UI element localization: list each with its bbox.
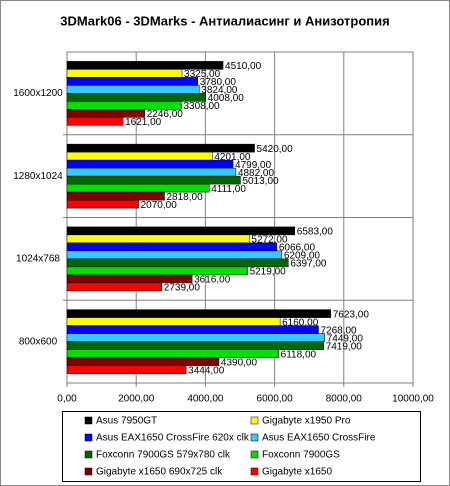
legend <box>62 411 421 482</box>
x-tick-label: 10000,00 <box>392 394 434 405</box>
value-label: 7268,00 <box>320 325 357 336</box>
value-label: 3325,00 <box>184 69 221 80</box>
bar <box>66 234 250 244</box>
value-label: 3824,00 <box>201 85 238 96</box>
legend-swatch <box>84 433 93 442</box>
value-label: 5013,00 <box>242 176 279 187</box>
legend-swatch <box>250 433 259 442</box>
value-label: 3308,00 <box>183 101 220 112</box>
bar <box>66 77 199 86</box>
bar <box>66 159 234 169</box>
value-label: 6583,00 <box>297 227 334 238</box>
value-label: 2818,00 <box>167 192 204 203</box>
value-label: 6209,00 <box>284 251 321 262</box>
legend-label: Gigabyte x1650 <box>262 467 332 478</box>
legend-swatch <box>84 450 93 459</box>
value-label: 1621,00 <box>125 117 162 128</box>
value-label: 4008,00 <box>208 93 245 104</box>
legend-label: Asus 7950GT <box>96 416 157 427</box>
y-tick-label: 1024x768 <box>16 254 60 265</box>
legend-label: Foxconn 7900GS 579x780 clk <box>96 450 231 461</box>
y-tick-label: 1600x1200 <box>13 88 63 99</box>
legend-swatch <box>250 416 259 425</box>
bar <box>66 333 325 342</box>
value-label: 4799,00 <box>235 160 272 171</box>
y-tick-label: 1280x1024 <box>13 171 63 182</box>
legend-label: Foxconn 7900GS <box>262 450 340 461</box>
value-label: 6397,00 <box>290 259 327 270</box>
bar <box>66 317 281 326</box>
bar <box>66 69 183 78</box>
value-label: 2739,00 <box>164 283 201 294</box>
legend-swatch <box>250 450 259 459</box>
value-label: 6118,00 <box>281 349 317 360</box>
value-label: 6066,00 <box>279 243 316 254</box>
value-label: 5420,00 <box>257 144 294 155</box>
legend-label: Asus EAX1650 CrossFire <box>262 433 376 444</box>
chart-title: 3DMark06 - 3DMarks - Антиалиасинг и Аниз… <box>60 13 389 28</box>
value-label: 5219,00 <box>250 267 287 278</box>
value-label: 2246,00 <box>147 109 184 120</box>
value-label: 7623,00 <box>333 309 370 320</box>
x-tick-label: 6000,00 <box>257 394 294 405</box>
legend-swatch <box>84 467 93 476</box>
bar <box>66 117 124 126</box>
bar <box>66 250 283 260</box>
value-label: 3444,00 <box>188 365 225 376</box>
value-label: 4882,00 <box>238 168 275 179</box>
bar <box>66 282 163 292</box>
bar <box>66 85 200 94</box>
value-label: 3616,00 <box>194 275 231 286</box>
bar <box>66 325 319 334</box>
legend-label: Gigabyte x1650 690x725 clk <box>96 467 223 478</box>
value-label: 5272,00 <box>251 235 288 246</box>
x-tick-label: 0,00 <box>57 394 77 405</box>
x-tick-label: 2000,00 <box>118 394 155 405</box>
x-tick-label: 4000,00 <box>187 394 224 405</box>
x-tick-label: 8000,00 <box>326 394 363 405</box>
legend-swatch <box>250 467 259 476</box>
value-label: 2070,00 <box>141 200 178 211</box>
bar <box>66 151 213 161</box>
bar <box>66 199 139 209</box>
value-label: 6160,00 <box>282 317 319 328</box>
value-label: 7419,00 <box>326 341 363 352</box>
value-label: 4201,00 <box>214 152 251 163</box>
value-label: 4390,00 <box>221 357 258 368</box>
y-tick-label: 800x600 <box>19 336 58 347</box>
value-label: 4510,00 <box>225 61 262 72</box>
bar <box>66 167 237 177</box>
value-label: 4111,00 <box>211 184 246 195</box>
legend-label: Asus EAX1650 CrossFire 620x clk <box>96 433 250 444</box>
bar <box>66 242 278 252</box>
value-label: 7449,00 <box>327 333 364 344</box>
bar <box>66 365 187 374</box>
legend-swatch <box>84 416 93 425</box>
value-label: 3780,00 <box>200 77 237 88</box>
legend-label: Gigabyte x1950 Pro <box>262 416 351 427</box>
